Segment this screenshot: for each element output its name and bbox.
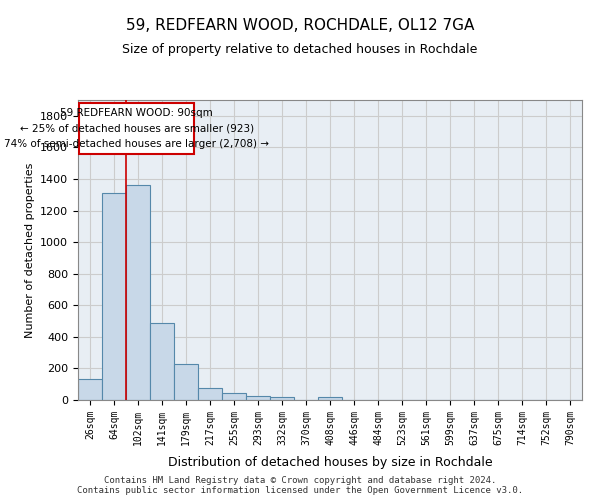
Bar: [102, 193, 126, 400]
Bar: [150, 322, 174, 400]
Text: 59 REDFEARN WOOD: 90sqm
← 25% of detached houses are smaller (923)
74% of semi-d: 59 REDFEARN WOOD: 90sqm ← 25% of detache…: [4, 108, 269, 149]
Bar: [78, 380, 102, 400]
Text: Size of property relative to detached houses in Rochdale: Size of property relative to detached ho…: [122, 42, 478, 56]
Bar: [126, 186, 150, 400]
Text: 59, REDFEARN WOOD, ROCHDALE, OL12 7GA: 59, REDFEARN WOOD, ROCHDALE, OL12 7GA: [126, 18, 474, 32]
X-axis label: Distribution of detached houses by size in Rochdale: Distribution of detached houses by size …: [167, 456, 493, 469]
Bar: [246, 396, 270, 400]
Bar: [222, 393, 246, 400]
Bar: [198, 388, 222, 400]
Bar: [270, 397, 294, 400]
Y-axis label: Number of detached properties: Number of detached properties: [25, 162, 35, 338]
Text: Contains HM Land Registry data © Crown copyright and database right 2024.
Contai: Contains HM Land Registry data © Crown c…: [77, 476, 523, 495]
Bar: [174, 364, 198, 400]
FancyBboxPatch shape: [79, 103, 194, 154]
Bar: [318, 397, 342, 400]
